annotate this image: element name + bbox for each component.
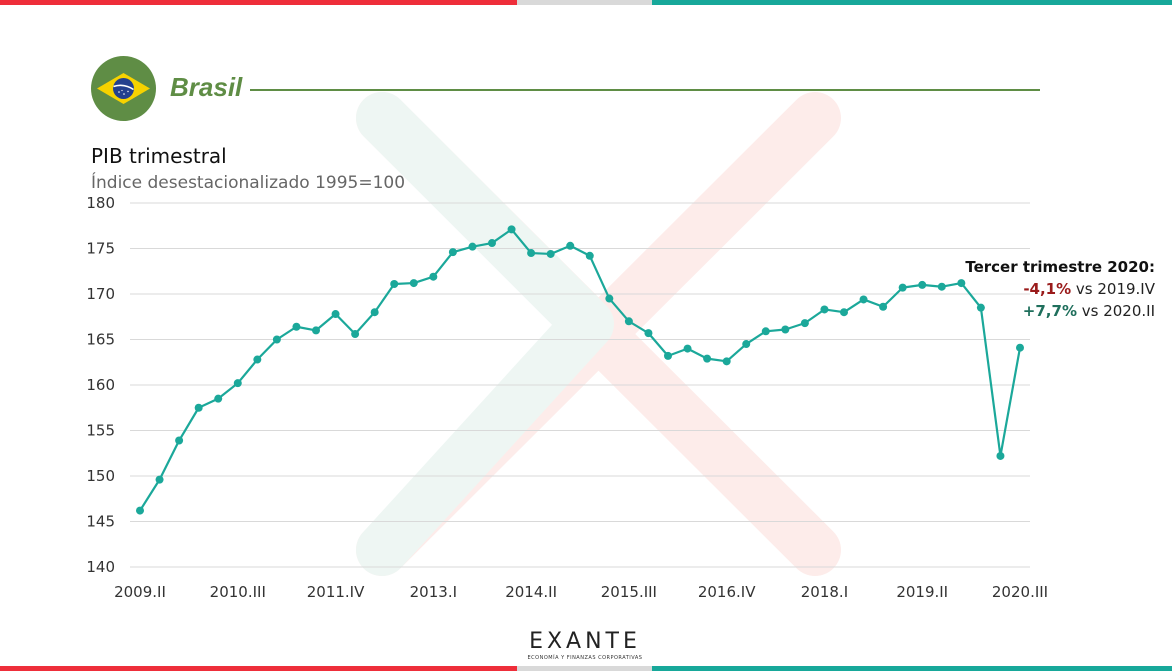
y-tick-label: 160 — [86, 376, 115, 394]
data-point — [898, 283, 907, 292]
y-tick-label: 175 — [86, 240, 115, 258]
top-bar-teal — [652, 0, 1172, 5]
annotation-line-1: -4,1% vs 2019.IV — [965, 278, 1155, 300]
data-point — [507, 225, 516, 234]
annotation-value-1: -4,1% — [1023, 280, 1072, 298]
annotation-value-2: +7,7% — [1022, 302, 1077, 320]
data-point — [781, 325, 790, 334]
data-point — [722, 357, 731, 366]
data-point — [644, 329, 653, 338]
data-point — [859, 295, 868, 304]
x-tick-label: 2013.I — [410, 583, 457, 601]
data-point — [703, 354, 712, 363]
data-point — [292, 322, 301, 331]
logo-tagline: ECONOMÍA Y FINANZAS CORPORATIVAS — [527, 655, 643, 661]
annotation-box: Tercer trimestre 2020: -4,1% vs 2019.IV … — [965, 256, 1155, 322]
watermark — [356, 92, 841, 576]
data-point — [664, 351, 672, 360]
data-point — [742, 340, 751, 349]
data-point — [937, 282, 946, 291]
x-axis-ticks: 2009.II 2010.III 2011.IV 2013.I 2014.II 2015.… — [114, 583, 1048, 601]
data-point — [605, 294, 614, 303]
series-line — [139, 228, 1022, 512]
bottom-bar-teal — [652, 666, 1172, 671]
annotation-heading: Tercer trimestre 2020: — [965, 258, 1155, 276]
x-tick-label: 2020.III — [992, 583, 1048, 601]
bottom-bar-gray — [517, 666, 652, 671]
data-point — [233, 379, 242, 388]
data-point — [214, 394, 223, 403]
data-point — [527, 249, 536, 258]
data-point — [1016, 343, 1024, 352]
data-point — [488, 239, 496, 248]
annotation-text-2: vs 2020.II — [1076, 302, 1155, 320]
data-point — [976, 303, 985, 312]
x-tick-label: 2019.II — [896, 583, 948, 601]
y-tick-label: 145 — [86, 513, 115, 531]
y-axis-ticks: 140 145 150 155 160 165 170 175 180 — [86, 194, 115, 576]
data-point — [390, 279, 399, 288]
data-point — [546, 249, 555, 258]
top-color-bar — [0, 0, 1172, 5]
data-point — [761, 327, 770, 336]
x-tick-label: 2018.I — [801, 583, 848, 601]
data-point — [272, 335, 281, 344]
data-point — [468, 242, 477, 251]
exante-logo: EXANTE ECONOMÍA Y FINANZAS CORPORATIVAS — [519, 630, 651, 662]
data-point — [918, 280, 927, 289]
data-point — [585, 251, 594, 260]
y-tick-label: 155 — [86, 422, 115, 440]
data-point — [800, 319, 809, 328]
annotation-line-2: +7,7% vs 2020.II — [965, 300, 1155, 322]
data-point — [566, 241, 575, 250]
y-tick-label: 170 — [86, 285, 115, 303]
data-point — [624, 317, 633, 326]
grid-lines — [130, 202, 1030, 568]
data-point — [331, 310, 340, 319]
data-point — [155, 475, 164, 484]
data-point — [370, 308, 379, 317]
data-point — [957, 279, 966, 288]
x-tick-label: 2009.II — [114, 583, 166, 601]
chart-title: PIB trimestral — [91, 144, 227, 168]
top-bar-gray — [517, 0, 652, 5]
data-point — [448, 248, 457, 257]
bottom-color-bar — [0, 666, 1172, 671]
country-name: Brasil — [170, 72, 243, 102]
logo-name: EXANTE — [529, 629, 641, 654]
data-point — [879, 302, 888, 311]
brazil-flag-icon — [91, 56, 156, 121]
x-tick-label: 2014.II — [505, 583, 557, 601]
data-point — [820, 305, 829, 314]
country-divider — [250, 89, 1040, 91]
data-point — [351, 330, 360, 339]
series-pib — [136, 225, 1024, 515]
bottom-bar-red — [0, 666, 517, 671]
chart-subtitle: Índice desestacionalizado 1995=100 — [91, 173, 406, 193]
data-point — [429, 272, 438, 281]
y-tick-label: 180 — [86, 194, 115, 212]
x-tick-label: 2011.IV — [307, 583, 365, 601]
data-point — [253, 355, 262, 364]
data-point — [136, 506, 144, 515]
x-tick-label: 2015.III — [601, 583, 657, 601]
data-point — [409, 279, 418, 288]
x-tick-label: 2010.III — [210, 583, 266, 601]
y-tick-label: 165 — [86, 331, 115, 349]
data-point — [996, 451, 1005, 460]
data-point — [194, 403, 203, 412]
annotation-text-1: vs 2019.IV — [1071, 280, 1155, 298]
data-point — [312, 326, 320, 335]
data-point — [840, 308, 848, 317]
data-point — [175, 436, 184, 445]
y-tick-label: 150 — [86, 467, 115, 485]
top-bar-red — [0, 0, 517, 5]
x-tick-label: 2016.IV — [698, 583, 756, 601]
y-tick-label: 140 — [86, 558, 115, 576]
data-point — [683, 344, 692, 353]
